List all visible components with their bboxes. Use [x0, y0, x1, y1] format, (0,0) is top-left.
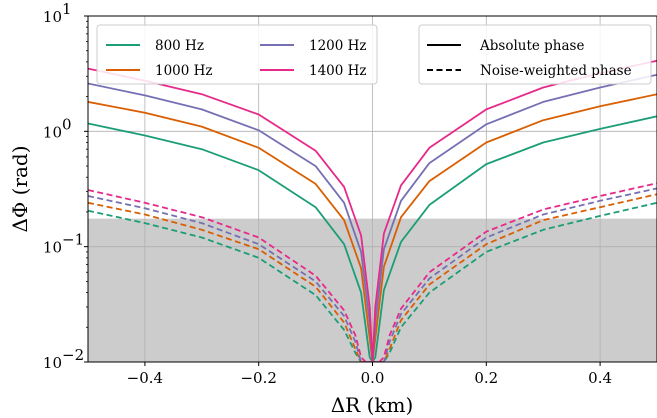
y-tick-label-base: 10: [43, 8, 62, 26]
x-tick-label: 0.2: [474, 369, 498, 387]
style-legend-box: [418, 24, 652, 85]
y-tick-label-base: 10: [43, 354, 62, 372]
x-tick-label: −0.2: [240, 369, 276, 387]
series-lines: [88, 59, 657, 362]
legend-label-1200hz: 1200 Hz: [309, 38, 367, 54]
legend-label-800hz: 800 Hz: [155, 38, 204, 54]
legend-label-1000hz: 1000 Hz: [155, 63, 213, 79]
axes: [84, 15, 657, 366]
x-tick-label: 0.4: [588, 369, 612, 387]
x-tick-label: 0.0: [361, 369, 385, 387]
y-tick-label-exponent: −1: [62, 231, 84, 249]
y-tick-label-exponent: −2: [62, 346, 84, 364]
y-tick-label-base: 10: [43, 239, 62, 257]
y-tick-label-exponent: 0: [62, 115, 72, 133]
y-axis-label: ΔΦ (rad): [8, 145, 32, 232]
series-line-800hz-dashed: [88, 201, 657, 362]
series-line-1000hz-solid: [88, 93, 657, 362]
legend-label-dashed: Noise-weighted phase: [480, 63, 632, 79]
series-line-1400hz-dashed: [88, 182, 657, 362]
series-line-800hz-solid: [88, 115, 657, 362]
frequency-legend-box: [96, 24, 378, 85]
legend-label-1400hz: 1400 Hz: [309, 63, 367, 79]
series-line-1200hz-solid: [88, 73, 657, 362]
series-line-1000hz-dashed: [88, 193, 657, 362]
y-tick-label-base: 10: [43, 123, 62, 141]
x-tick-label: −0.4: [127, 369, 163, 387]
series-line-1400hz-solid: [88, 59, 657, 362]
y-tick-label-exponent: 1: [62, 0, 72, 18]
legend-label-solid: Absolute phase: [479, 38, 584, 54]
legends: 800 Hz 1000 Hz 1200 Hz 1400 Hz Absolute phas…: [96, 24, 652, 85]
x-axis-label: ΔR (km): [331, 393, 414, 417]
